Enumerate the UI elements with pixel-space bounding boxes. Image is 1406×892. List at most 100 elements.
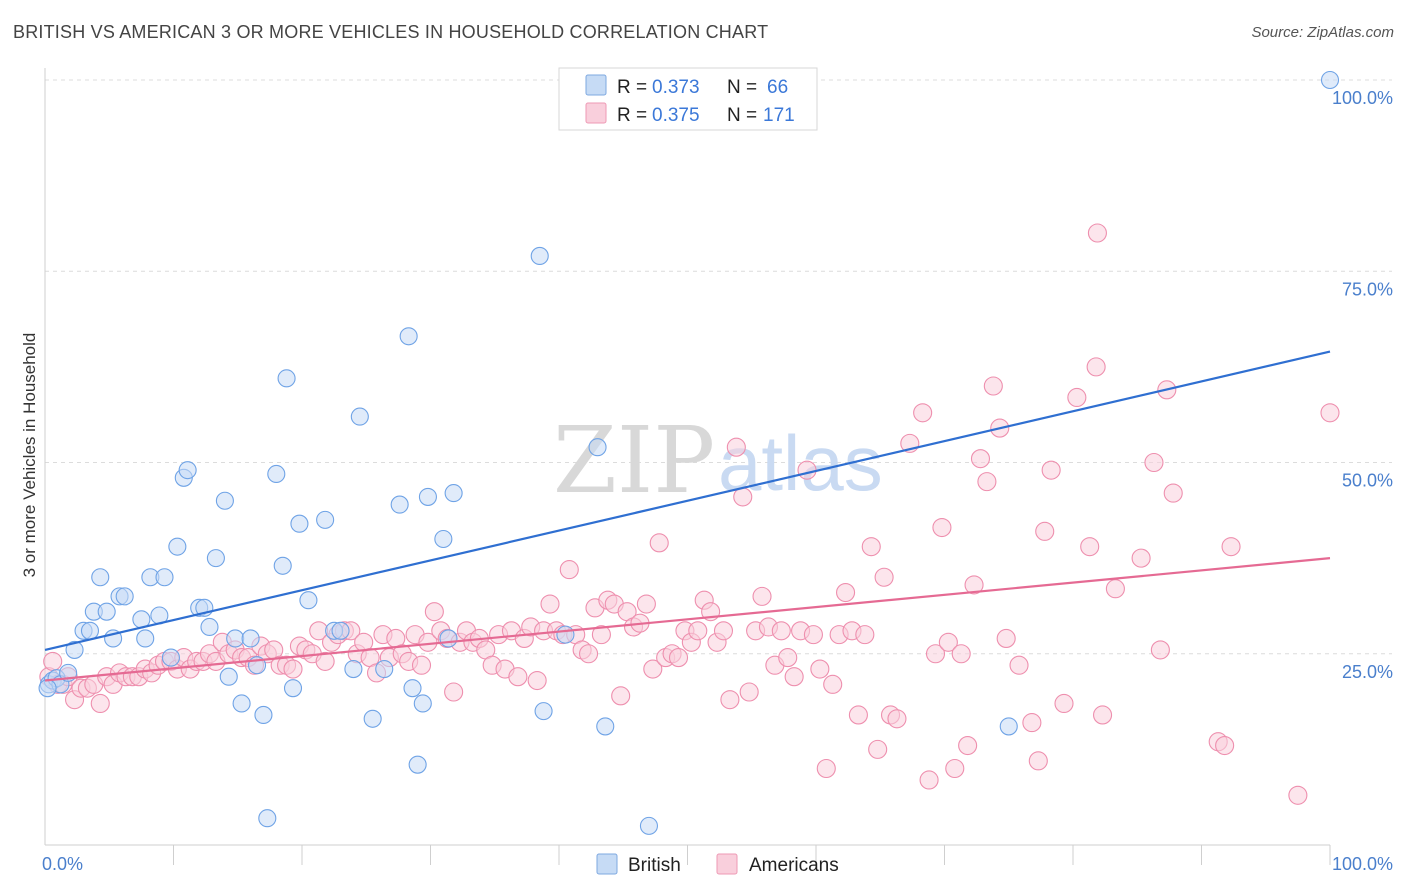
british-point <box>115 587 134 606</box>
americans-point <box>797 460 817 480</box>
americans-point <box>508 667 528 687</box>
americans-point <box>1320 403 1340 423</box>
british-point <box>999 717 1018 736</box>
british-point <box>290 514 309 533</box>
americans-point <box>527 670 547 691</box>
british-point <box>434 529 453 549</box>
americans-point <box>1009 655 1029 675</box>
british-point <box>168 537 187 556</box>
stats-legend: R = 0.373 N = 66 R = 0.375 N = 171 <box>558 67 818 131</box>
americans-point <box>1093 705 1113 725</box>
legend-r-label: R = <box>617 77 647 98</box>
british-point <box>408 755 427 774</box>
americans-point <box>636 594 656 614</box>
british-point <box>331 621 350 640</box>
trend-lines <box>44 350 1331 682</box>
x-tick-label: 0.0% <box>42 854 83 874</box>
americans-point <box>823 674 843 694</box>
british-point <box>413 694 432 713</box>
british-point <box>155 568 174 587</box>
y-tick-labels: 25.0% 50.0% 75.0% 100.0% <box>1332 88 1393 682</box>
british-point <box>219 667 238 686</box>
british-point <box>588 438 607 457</box>
americans-point <box>668 648 689 668</box>
legend-swatch-british <box>585 74 607 96</box>
americans-point <box>803 625 823 645</box>
british-point <box>444 484 463 503</box>
british-point <box>80 621 100 640</box>
british-point <box>277 369 296 388</box>
grid-lines <box>45 79 1392 655</box>
legend-n-value: 66 <box>767 77 788 98</box>
americans-point <box>848 705 868 725</box>
americans-point <box>739 682 759 702</box>
legend-swatch-americans <box>585 102 607 124</box>
british-point <box>97 602 116 621</box>
british-point <box>215 491 234 510</box>
americans-point <box>784 667 804 687</box>
british-point <box>363 709 382 728</box>
british-point <box>254 705 273 725</box>
americans-point <box>874 567 894 587</box>
british-point <box>38 679 57 698</box>
legend-n-label: N = <box>727 105 757 126</box>
americans-point <box>855 625 875 645</box>
americans-point <box>919 770 939 790</box>
series-label-british: British <box>628 855 681 876</box>
americans-point <box>1221 537 1241 557</box>
chart-title: BRITISH VS AMERICAN 3 OR MORE VEHICLES I… <box>13 22 769 42</box>
americans-points <box>39 223 1340 805</box>
americans-point <box>579 644 599 664</box>
x-tick-label: 100.0% <box>1332 854 1393 874</box>
legend-r-label: R = <box>617 105 647 126</box>
british-point <box>375 659 394 679</box>
british-point <box>200 617 219 637</box>
americans-point <box>649 533 669 553</box>
americans-point <box>1035 521 1055 541</box>
americans-point <box>1288 785 1308 805</box>
british-point <box>178 461 197 480</box>
watermark: ZIP atlas <box>553 407 883 514</box>
british-point <box>418 487 437 506</box>
british-point <box>399 327 418 346</box>
british-point <box>403 679 422 698</box>
americans-point <box>996 628 1016 649</box>
british-point <box>283 679 303 698</box>
british-point <box>267 464 286 484</box>
british-point <box>390 495 409 514</box>
americans-point <box>411 655 432 675</box>
british-point <box>556 625 575 644</box>
british-point <box>316 510 335 529</box>
americans-point <box>1163 483 1183 503</box>
y-axis-label: 3 or more Vehicles in Household <box>20 333 39 578</box>
americans-point <box>540 594 560 614</box>
americans-point <box>1041 460 1061 480</box>
british-point <box>344 659 363 679</box>
x-tick-labels: 0.0% 100.0% <box>42 854 1393 874</box>
americans-point <box>945 758 965 779</box>
series-swatch-british <box>596 853 618 875</box>
watermark-zip: ZIP <box>553 407 715 514</box>
americans-point <box>424 602 444 622</box>
british-point <box>596 717 615 736</box>
legend-n-value: 171 <box>763 105 795 126</box>
british-point <box>299 591 318 610</box>
americans-point <box>43 651 63 671</box>
americans-point <box>771 621 791 641</box>
americans-point <box>1054 693 1074 714</box>
americans-point <box>951 644 971 664</box>
british-point <box>206 549 225 568</box>
americans-point <box>932 517 952 538</box>
americans-point <box>836 582 856 603</box>
americans-point <box>868 739 888 759</box>
british-point <box>161 648 180 667</box>
americans-point <box>1215 735 1235 756</box>
british-point <box>439 629 458 648</box>
british-point <box>534 702 553 721</box>
series-legend: British Americans <box>596 853 839 876</box>
americans-point <box>315 651 335 671</box>
americans-point <box>611 686 631 706</box>
americans-point <box>1144 452 1164 473</box>
british-point <box>241 629 260 648</box>
